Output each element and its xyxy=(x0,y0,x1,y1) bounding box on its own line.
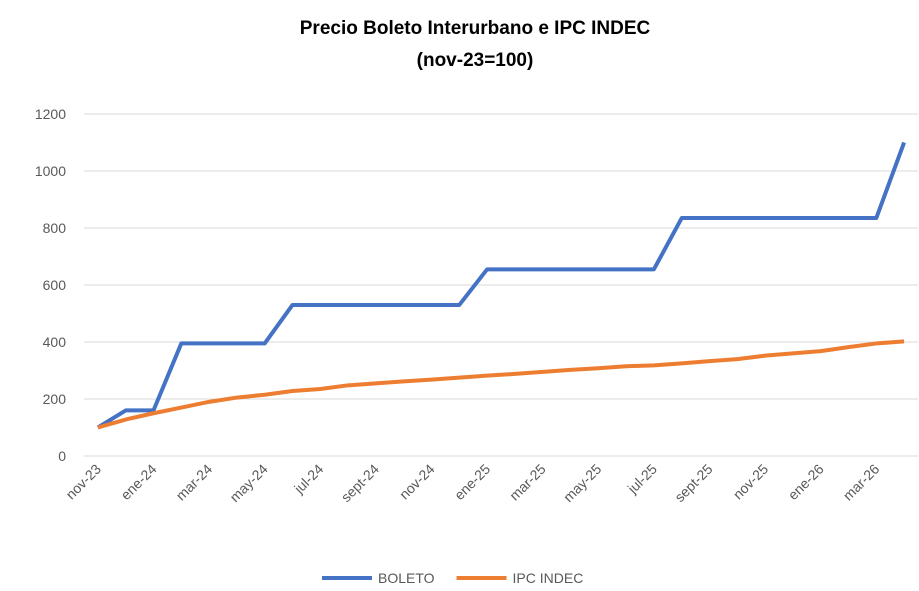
x-tick-label: sept-24 xyxy=(338,461,382,505)
chart-title: Precio Boleto Interurbano e IPC INDEC xyxy=(300,18,651,39)
legend-label: IPC INDEC xyxy=(513,570,584,586)
x-tick-label: mar-24 xyxy=(173,461,216,504)
x-tick-label: nov-25 xyxy=(730,461,772,503)
y-tick-label: 1200 xyxy=(35,106,66,122)
x-tick-label: nov-23 xyxy=(62,461,104,503)
x-tick-label: mar-25 xyxy=(506,461,549,504)
x-tick-label: mar-26 xyxy=(840,461,883,504)
line-series xyxy=(96,141,906,430)
x-tick-label: ene-26 xyxy=(785,461,827,503)
y-tick-label: 0 xyxy=(58,448,66,464)
x-tick-label: ene-25 xyxy=(451,461,493,503)
y-tick-label: 1000 xyxy=(35,163,66,179)
y-tick-label: 400 xyxy=(43,334,67,350)
y-tick-label: 200 xyxy=(43,391,67,407)
x-tick-label: jul-24 xyxy=(290,461,326,497)
x-tick-label: jul-25 xyxy=(624,461,660,497)
line-series xyxy=(97,339,905,430)
x-tick-label: ene-24 xyxy=(117,461,159,503)
x-tick-label: sept-25 xyxy=(671,461,715,505)
y-tick-label: 800 xyxy=(43,220,67,236)
x-tick-label: may-25 xyxy=(560,461,604,505)
y-tick-label: 600 xyxy=(43,277,67,293)
x-tick-label: may-24 xyxy=(226,461,270,505)
chart-subtitle: (nov-23=100) xyxy=(417,50,534,71)
x-tick-label: nov-24 xyxy=(396,461,438,503)
legend-label: BOLETO xyxy=(378,570,435,586)
